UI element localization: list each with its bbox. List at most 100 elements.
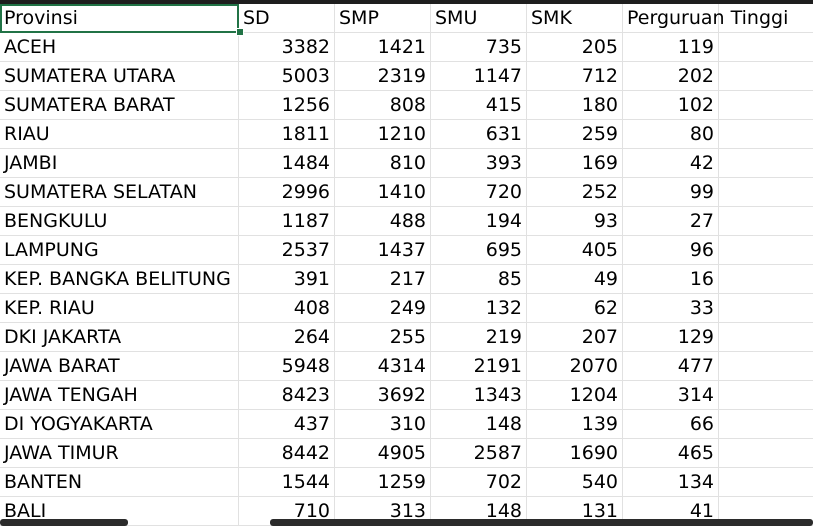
cell-provinsi[interactable]: KEP. BANGKA BELITUNG [0,265,239,294]
cell-value[interactable]: 314 [623,381,719,410]
cell-value[interactable]: 93 [527,207,623,236]
cell-value[interactable]: 712 [527,62,623,91]
cell-provinsi[interactable]: LAMPUNG [0,236,239,265]
cell-value[interactable]: 1256 [239,91,335,120]
cell-value[interactable]: 408 [239,294,335,323]
cell-value[interactable]: 217 [335,265,431,294]
cell-empty[interactable] [719,352,813,381]
cell-value[interactable]: 393 [431,149,527,178]
cell-provinsi[interactable]: JAMBI [0,149,239,178]
cell-empty[interactable] [719,4,813,33]
cell-empty[interactable] [719,33,813,62]
cell-value[interactable]: 1187 [239,207,335,236]
cell-value[interactable]: 540 [527,468,623,497]
cell-value[interactable]: 1210 [335,120,431,149]
cell-value[interactable]: 255 [335,323,431,352]
cell-value[interactable]: 1410 [335,178,431,207]
cell-provinsi[interactable]: JAWA BARAT [0,352,239,381]
cell-value[interactable]: 1484 [239,149,335,178]
cell-value[interactable]: 252 [527,178,623,207]
cell-value[interactable]: 119 [623,33,719,62]
cell-value[interactable]: 169 [527,149,623,178]
cell-value[interactable]: 3692 [335,381,431,410]
cell-value[interactable]: 735 [431,33,527,62]
cell-empty[interactable] [719,62,813,91]
cell-value[interactable]: 1147 [431,62,527,91]
cell-provinsi[interactable]: DI YOGYAKARTA [0,410,239,439]
cell-value[interactable]: 96 [623,236,719,265]
cell-value[interactable]: 1204 [527,381,623,410]
cell-value[interactable]: 27 [623,207,719,236]
cell-value[interactable]: 1437 [335,236,431,265]
cell-empty[interactable] [719,149,813,178]
cell-value[interactable]: 66 [623,410,719,439]
cell-value[interactable]: 808 [335,91,431,120]
cell-empty[interactable] [719,236,813,265]
cell-empty[interactable] [719,439,813,468]
cell-provinsi[interactable]: BENGKULU [0,207,239,236]
cell-value[interactable]: 2319 [335,62,431,91]
cell-value[interactable]: 2587 [431,439,527,468]
cell-provinsi-header[interactable]: Provinsi [0,4,239,33]
cell-value[interactable]: 129 [623,323,719,352]
cell-value[interactable]: 16 [623,265,719,294]
cell-smu-header[interactable]: SMU [431,4,527,33]
cell-value[interactable]: 405 [527,236,623,265]
cell-value[interactable]: 1343 [431,381,527,410]
cell-empty[interactable] [719,207,813,236]
cell-value[interactable]: 1544 [239,468,335,497]
cell-sd-header[interactable]: SD [239,4,335,33]
cell-value[interactable]: 148 [431,410,527,439]
cell-smp-header[interactable]: SMP [335,4,431,33]
sheet-tab-bar[interactable] [0,519,128,526]
cell-value[interactable]: 62 [527,294,623,323]
cell-value[interactable]: 2537 [239,236,335,265]
cell-empty[interactable] [719,265,813,294]
cell-value[interactable]: 264 [239,323,335,352]
cell-value[interactable]: 139 [527,410,623,439]
cell-value[interactable]: 102 [623,91,719,120]
cell-value[interactable]: 194 [431,207,527,236]
cell-value[interactable]: 99 [623,178,719,207]
cell-value[interactable]: 465 [623,439,719,468]
cell-value[interactable]: 4314 [335,352,431,381]
cell-value[interactable]: 49 [527,265,623,294]
cell-empty[interactable] [719,468,813,497]
cell-provinsi[interactable]: RIAU [0,120,239,149]
cell-provinsi[interactable]: KEP. RIAU [0,294,239,323]
cell-value[interactable]: 2996 [239,178,335,207]
cell-value[interactable]: 219 [431,323,527,352]
cell-provinsi[interactable]: DKI JAKARTA [0,323,239,352]
cell-value[interactable]: 42 [623,149,719,178]
cell-value[interactable]: 8423 [239,381,335,410]
cell-provinsi[interactable]: JAWA TIMUR [0,439,239,468]
cell-value[interactable]: 33 [623,294,719,323]
cell-provinsi[interactable]: SUMATERA UTARA [0,62,239,91]
cell-empty[interactable] [719,410,813,439]
cell-value[interactable]: 85 [431,265,527,294]
cell-value[interactable]: 1811 [239,120,335,149]
cell-value[interactable]: 259 [527,120,623,149]
cell-value[interactable]: 810 [335,149,431,178]
cell-value[interactable]: 5003 [239,62,335,91]
cell-value[interactable]: 2191 [431,352,527,381]
cell-value[interactable]: 631 [431,120,527,149]
cell-value[interactable]: 1421 [335,33,431,62]
cell-value[interactable]: 4905 [335,439,431,468]
cell-empty[interactable] [719,91,813,120]
cell-provinsi[interactable]: SUMATERA SELATAN [0,178,239,207]
cell-provinsi[interactable]: JAWA TENGAH [0,381,239,410]
cell-value[interactable]: 8442 [239,439,335,468]
cell-value[interactable]: 202 [623,62,719,91]
cell-provinsi[interactable]: ACEH [0,33,239,62]
cell-value[interactable]: 1259 [335,468,431,497]
cell-value[interactable]: 415 [431,91,527,120]
cell-empty[interactable] [719,120,813,149]
cell-value[interactable]: 702 [431,468,527,497]
cell-value[interactable]: 477 [623,352,719,381]
cell-value[interactable]: 132 [431,294,527,323]
cell-value[interactable]: 437 [239,410,335,439]
cell-value[interactable]: 207 [527,323,623,352]
cell-value[interactable]: 5948 [239,352,335,381]
cell-value[interactable]: 249 [335,294,431,323]
